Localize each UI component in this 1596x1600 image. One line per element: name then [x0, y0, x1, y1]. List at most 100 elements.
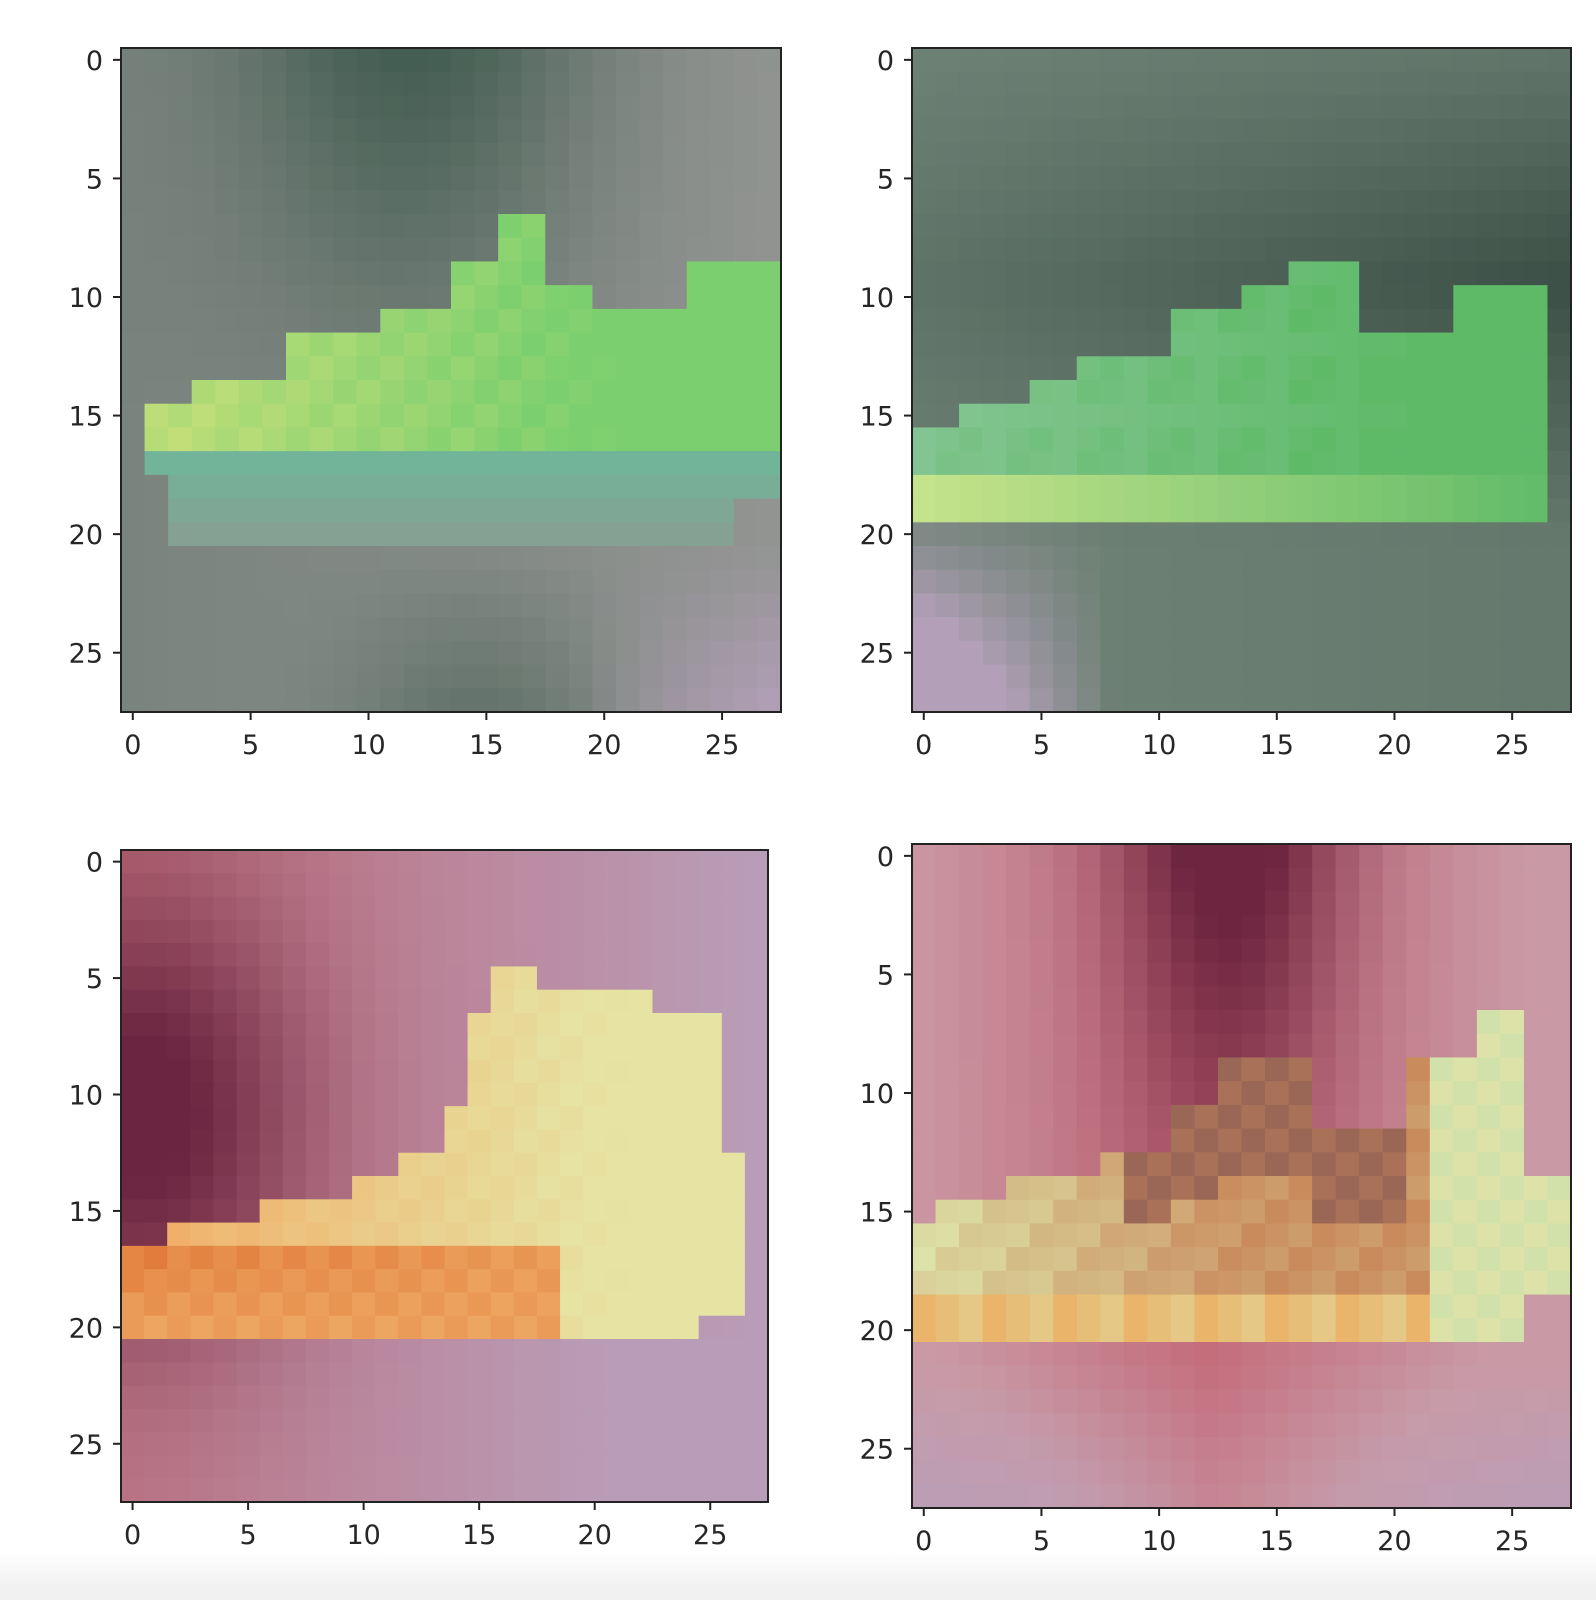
heatmap-cell	[259, 1222, 284, 1247]
heatmap-cell	[935, 356, 960, 381]
heatmap-cell	[1147, 1365, 1172, 1391]
heatmap-cell	[1523, 498, 1549, 523]
heatmap-cell	[236, 989, 261, 1014]
heatmap-cell	[959, 1010, 984, 1035]
heatmap-cell	[583, 1082, 607, 1107]
heatmap-cell	[1265, 569, 1290, 595]
heatmap-cell	[444, 1432, 469, 1457]
heatmap-cell	[1006, 95, 1031, 120]
heatmap-cell	[259, 1013, 284, 1037]
heatmap-cell	[1147, 867, 1172, 893]
heatmap-cell	[733, 664, 759, 689]
heatmap-cell	[286, 474, 311, 500]
heatmap-cell	[1335, 522, 1360, 547]
heatmap-cell	[1429, 844, 1454, 869]
heatmap-cell	[1523, 356, 1549, 381]
heatmap-cell	[686, 569, 711, 595]
heatmap-cell	[935, 380, 960, 405]
heatmap-cell	[375, 1106, 399, 1131]
heatmap-cell	[1382, 427, 1407, 452]
heatmap-cell	[168, 569, 193, 595]
heatmap-cell	[639, 593, 664, 618]
heatmap-cell	[1429, 1152, 1454, 1177]
heatmap-cell	[1241, 593, 1266, 618]
heatmap-cell	[1006, 1010, 1031, 1035]
heatmap-cell	[1241, 844, 1266, 869]
heatmap-cell	[1382, 1057, 1407, 1082]
heatmap-cell	[1006, 1460, 1031, 1485]
heatmap-cell	[380, 71, 405, 97]
heatmap-cell	[982, 166, 1007, 191]
heatmap-cell	[1523, 1176, 1549, 1201]
heatmap-cell	[1453, 403, 1478, 429]
heatmap-cell	[215, 664, 240, 689]
heatmap-cell	[421, 873, 446, 898]
heatmap-cell	[1147, 1460, 1172, 1485]
heatmap-cell	[1217, 474, 1243, 500]
heatmap-cell	[305, 1269, 330, 1294]
heatmap-cell	[1006, 1057, 1031, 1082]
heatmap-cell	[675, 850, 700, 874]
heatmap-cell	[1476, 688, 1501, 713]
heatmap-cell	[1123, 1484, 1148, 1509]
heatmap-cell	[1029, 356, 1054, 381]
heatmap-cell	[1053, 166, 1078, 191]
heatmap-cell	[1547, 915, 1572, 940]
heatmap-cell	[1335, 1389, 1360, 1414]
heatmap-cell	[1029, 237, 1054, 263]
heatmap-cell	[757, 546, 782, 571]
heatmap-cell	[959, 1389, 984, 1414]
heatmap-cell	[1382, 546, 1407, 571]
heatmap-cell	[513, 1129, 538, 1154]
heatmap-cell	[733, 593, 759, 618]
heatmap-cell	[168, 451, 193, 476]
heatmap-cell	[1406, 1460, 1431, 1485]
heatmap-cell	[498, 214, 523, 239]
heatmap-cell	[1053, 1247, 1078, 1272]
y-tick-label: 15	[69, 402, 103, 433]
heatmap-cell	[1476, 474, 1501, 500]
heatmap-cell	[560, 943, 584, 968]
heatmap-cell	[757, 356, 782, 381]
heatmap-cell	[1335, 1128, 1360, 1153]
heatmap-cell	[1217, 569, 1243, 595]
heatmap-cell	[375, 1013, 399, 1037]
heatmap-cell	[1100, 1104, 1125, 1130]
heatmap-cell	[421, 1432, 446, 1457]
heatmap-cell	[1382, 640, 1407, 666]
heatmap-cell	[427, 617, 452, 642]
heatmap-cell	[191, 356, 216, 381]
heatmap-cell	[1500, 1152, 1525, 1177]
heatmap-cell	[1006, 617, 1031, 642]
heatmap-cell	[305, 1432, 330, 1457]
heatmap-cell	[912, 569, 937, 595]
heatmap-cell	[1100, 474, 1125, 500]
heatmap-cell	[215, 522, 240, 547]
heatmap-cell	[710, 640, 735, 666]
heatmap-cell	[1170, 1460, 1196, 1485]
heatmap-cell	[356, 214, 381, 239]
heatmap-cell	[1359, 962, 1384, 987]
heatmap-cell	[144, 966, 168, 991]
heatmap-cell	[398, 1036, 422, 1061]
heatmap-cell	[710, 214, 735, 239]
heatmap-cell	[1076, 1057, 1101, 1082]
heatmap-cell	[1429, 1436, 1454, 1462]
heatmap-cell	[733, 474, 759, 500]
heatmap-cell	[1359, 285, 1384, 310]
heatmap-cell	[912, 1057, 937, 1082]
heatmap-cell	[1406, 1033, 1431, 1059]
heatmap-cell	[1217, 237, 1243, 263]
heatmap-cell	[259, 1106, 284, 1131]
heatmap-cell	[398, 1292, 422, 1317]
heatmap-cell	[1265, 1318, 1290, 1343]
heatmap-cell	[1312, 1033, 1337, 1059]
heatmap-cell	[698, 896, 723, 921]
heatmap-cell	[498, 688, 523, 713]
heatmap-cell	[935, 962, 960, 987]
heatmap-cell	[1523, 1270, 1549, 1296]
heatmap-cell	[639, 640, 664, 666]
heatmap-cell	[1547, 95, 1572, 120]
heatmap-cell	[238, 166, 264, 191]
heatmap-cell	[144, 989, 168, 1014]
